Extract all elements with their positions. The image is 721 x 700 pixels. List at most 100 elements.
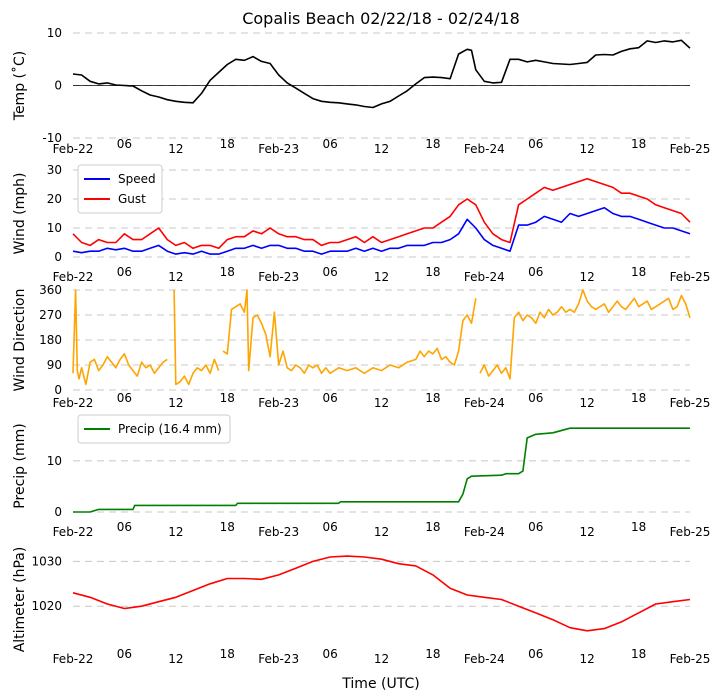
x-tick-label: Feb-25 <box>670 396 711 410</box>
x-axis-label: Time (UTC) <box>341 676 419 692</box>
x-tick-label: Feb-24 <box>464 270 505 284</box>
x-tick-label: 18 <box>425 137 440 151</box>
x-tick-label: 06 <box>528 520 543 534</box>
legend-label: Gust <box>118 192 146 206</box>
x-tick-label: 06 <box>322 137 337 151</box>
panel-1: -10 0 10 Feb-22 06 12 18 Feb-23 06 12 18 Feb-24 06 12… <box>11 26 710 156</box>
x-tick-label: 06 <box>322 265 337 279</box>
x-tick-label: Feb-25 <box>670 270 711 284</box>
x-tick-label: Feb-25 <box>670 525 711 539</box>
x-tick-label: 12 <box>580 525 595 539</box>
x-tick-label: Feb-22 <box>53 270 94 284</box>
x-tick-label: 06 <box>322 647 337 661</box>
legend <box>77 414 231 444</box>
x-tick-label: 12 <box>168 270 183 284</box>
x-tick-label: 12 <box>168 525 183 539</box>
x-tick-label: 18 <box>220 391 235 405</box>
x-tick-label: 18 <box>631 391 646 405</box>
y-tick-label: 1030 <box>31 554 62 568</box>
x-tick-label: 06 <box>322 391 337 405</box>
x-tick-label: Feb-22 <box>53 396 94 410</box>
series-line-precip-16-4-mm- <box>73 427 690 513</box>
x-tick-label: Feb-22 <box>53 142 94 156</box>
x-tick-label: 18 <box>220 647 235 661</box>
x-tick-label: Feb-25 <box>670 142 711 156</box>
legend <box>77 164 163 214</box>
x-tick-label: 18 <box>220 137 235 151</box>
panel-4: 0 10 Feb-22 06 12 18 Feb-23 06 12 18 Feb-24 06 12 18 F… <box>12 414 711 539</box>
x-tick-label: 06 <box>528 137 543 151</box>
y-tick-label: 360 <box>39 283 62 297</box>
x-tick-label: 12 <box>374 396 389 410</box>
y-tick-label: 270 <box>39 308 62 322</box>
panel-5: 1020 1030 Feb-22 06 12 18 Feb-23 06 12 18 Feb-24 06… <box>12 547 710 666</box>
panel-3: 0 90 180 270 360 Feb-22 06 12 18 Feb-23 06 12 18 Feb-… <box>12 283 710 410</box>
x-tick-label: 18 <box>631 520 646 534</box>
series-line-speed <box>72 206 691 255</box>
x-tick-label: 18 <box>220 265 235 279</box>
x-tick-label: Feb-22 <box>53 652 94 666</box>
x-tick-label: 12 <box>580 142 595 156</box>
x-tick-label: 06 <box>117 265 132 279</box>
series-line-wind-direction-seg2 <box>173 289 220 386</box>
y-tick-label: 90 <box>47 358 62 372</box>
y-axis-label: Wind Direction <box>12 289 28 392</box>
legend-label: Speed <box>118 172 156 186</box>
x-tick-label: Feb-23 <box>258 396 299 410</box>
x-tick-label: 18 <box>220 520 235 534</box>
x-tick-label: 06 <box>117 137 132 151</box>
y-tick-label: 20 <box>47 192 62 206</box>
x-tick-label: Feb-23 <box>258 270 299 284</box>
x-tick-label: Feb-24 <box>464 525 505 539</box>
x-tick-label: Feb-24 <box>464 142 505 156</box>
x-tick-label: 12 <box>580 652 595 666</box>
y-tick-label: 0 <box>54 505 62 519</box>
chart-title: Copalis Beach 02/22/18 - 02/24/18 <box>242 9 520 28</box>
x-tick-label: 12 <box>168 142 183 156</box>
y-axis-label: Temp (˚C) <box>11 51 28 121</box>
x-tick-label: 06 <box>117 391 132 405</box>
series-line-wind-direction-seg1 <box>72 289 168 386</box>
series-line-wind-direction-seg3 <box>222 289 477 375</box>
x-tick-label: 06 <box>322 520 337 534</box>
y-axis-label: Altimeter (hPa) <box>12 547 28 653</box>
y-tick-label: 10 <box>47 26 62 40</box>
legend-label: Precip (16.4 mm) <box>118 422 222 436</box>
y-tick-label: 0 <box>54 79 62 93</box>
y-tick-label: 180 <box>39 333 62 347</box>
x-tick-label: 12 <box>374 270 389 284</box>
x-tick-label: Feb-24 <box>464 396 505 410</box>
x-tick-label: 06 <box>528 391 543 405</box>
y-tick-label: 30 <box>47 163 62 177</box>
series-line-wind-direction-seg4 <box>479 289 691 380</box>
y-tick-label: 0 <box>54 250 62 264</box>
y-tick-label: 10 <box>47 221 62 235</box>
y-axis-label: Wind (mph) <box>12 173 28 255</box>
x-tick-label: 06 <box>117 520 132 534</box>
x-tick-label: 06 <box>528 647 543 661</box>
x-tick-label: 18 <box>425 520 440 534</box>
x-tick-label: 18 <box>631 137 646 151</box>
x-tick-label: 18 <box>631 265 646 279</box>
x-tick-label: Feb-22 <box>53 525 94 539</box>
x-tick-label: Feb-23 <box>258 652 299 666</box>
x-tick-label: 18 <box>631 647 646 661</box>
series-line-gust <box>72 177 691 250</box>
x-tick-label: 18 <box>425 265 440 279</box>
x-tick-label: 06 <box>117 647 132 661</box>
y-tick-label: 10 <box>47 454 62 468</box>
y-tick-label: -10 <box>42 131 62 145</box>
series-line-altimeter <box>72 555 691 632</box>
y-tick-label: 1020 <box>31 599 62 613</box>
x-tick-label: 18 <box>425 391 440 405</box>
x-tick-label: 12 <box>374 652 389 666</box>
panel-2: 0 10 20 30 Feb-22 06 12 18 Feb-23 06 12 18 Feb-24 06 1… <box>12 163 710 284</box>
x-tick-label: 12 <box>374 142 389 156</box>
x-tick-label: Feb-25 <box>670 652 711 666</box>
series-line-temp <box>72 39 691 109</box>
x-tick-label: 12 <box>580 270 595 284</box>
x-tick-label: 06 <box>528 265 543 279</box>
x-tick-label: 12 <box>168 396 183 410</box>
x-tick-label: Feb-23 <box>258 525 299 539</box>
x-tick-label: 12 <box>168 652 183 666</box>
